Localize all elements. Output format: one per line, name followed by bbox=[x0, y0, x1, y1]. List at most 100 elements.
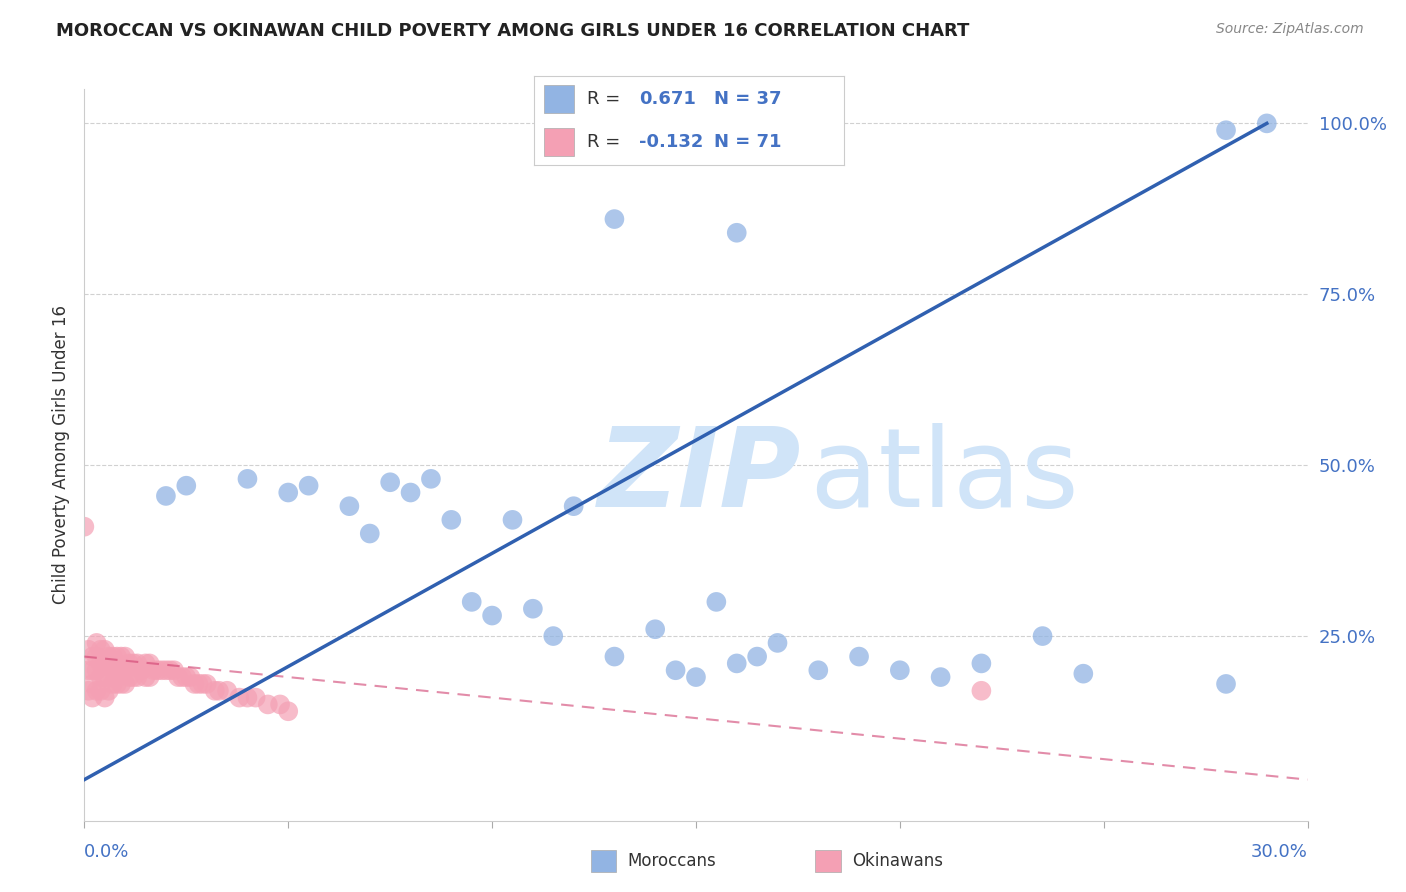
Point bbox=[114, 677, 136, 691]
Point bbox=[970, 657, 993, 671]
Text: ZIP: ZIP bbox=[598, 424, 801, 531]
Point bbox=[93, 670, 115, 684]
Point bbox=[543, 629, 565, 643]
Point bbox=[167, 670, 190, 684]
Text: atlas: atlas bbox=[598, 424, 1078, 531]
Point bbox=[664, 663, 686, 677]
Point bbox=[191, 677, 214, 691]
Point bbox=[163, 663, 186, 677]
Point bbox=[101, 649, 124, 664]
Point bbox=[146, 663, 169, 677]
Point bbox=[245, 690, 267, 705]
Point bbox=[277, 485, 299, 500]
Point bbox=[725, 657, 748, 671]
Point bbox=[217, 683, 239, 698]
Point bbox=[461, 595, 484, 609]
Point bbox=[172, 670, 194, 684]
Point bbox=[73, 519, 96, 533]
Point bbox=[82, 690, 104, 705]
Point bbox=[228, 690, 250, 705]
Point bbox=[208, 683, 231, 698]
Point bbox=[159, 663, 181, 677]
Point bbox=[90, 683, 112, 698]
Point bbox=[704, 595, 728, 609]
Text: R =: R = bbox=[586, 90, 620, 108]
Bar bbox=[544, 128, 575, 156]
Point bbox=[86, 636, 108, 650]
Point bbox=[77, 663, 100, 677]
Point bbox=[86, 663, 108, 677]
Point bbox=[138, 670, 160, 684]
Point bbox=[522, 601, 544, 615]
Point bbox=[118, 670, 141, 684]
Point bbox=[97, 670, 120, 684]
Point bbox=[138, 657, 160, 671]
Point bbox=[86, 649, 108, 664]
Point bbox=[135, 670, 157, 684]
Point bbox=[298, 478, 321, 492]
Point bbox=[481, 608, 503, 623]
Point bbox=[174, 670, 197, 684]
Point bbox=[118, 657, 141, 671]
Point bbox=[725, 226, 748, 240]
Point bbox=[236, 690, 259, 705]
Point bbox=[970, 683, 993, 698]
Point bbox=[131, 663, 153, 677]
Point bbox=[82, 663, 104, 677]
Point bbox=[1215, 123, 1237, 137]
Point bbox=[195, 677, 218, 691]
Text: N = 37: N = 37 bbox=[714, 90, 782, 108]
Point bbox=[399, 485, 422, 500]
Point bbox=[77, 642, 100, 657]
Point bbox=[257, 698, 280, 712]
Point bbox=[155, 663, 177, 677]
Point bbox=[127, 657, 149, 671]
Point bbox=[420, 472, 443, 486]
Point bbox=[1256, 116, 1278, 130]
Y-axis label: Child Poverty Among Girls Under 16: Child Poverty Among Girls Under 16 bbox=[52, 305, 70, 605]
Point bbox=[97, 657, 120, 671]
Point bbox=[97, 649, 120, 664]
Point bbox=[269, 698, 291, 712]
Point bbox=[440, 513, 463, 527]
Point bbox=[122, 657, 145, 671]
Point bbox=[339, 499, 360, 513]
Text: -0.132: -0.132 bbox=[640, 133, 704, 151]
Point bbox=[105, 677, 128, 691]
Point bbox=[236, 472, 259, 486]
Point bbox=[110, 677, 132, 691]
Point bbox=[77, 683, 100, 698]
Point bbox=[603, 649, 626, 664]
Point bbox=[204, 683, 226, 698]
Point bbox=[86, 683, 108, 698]
Point bbox=[127, 670, 149, 684]
Point bbox=[93, 642, 115, 657]
Text: 0.0%: 0.0% bbox=[84, 843, 129, 861]
Point bbox=[277, 704, 299, 718]
Point bbox=[93, 657, 115, 671]
Text: MOROCCAN VS OKINAWAN CHILD POVERTY AMONG GIRLS UNDER 16 CORRELATION CHART: MOROCCAN VS OKINAWAN CHILD POVERTY AMONG… bbox=[56, 22, 970, 40]
Text: R =: R = bbox=[586, 133, 620, 151]
Point bbox=[1032, 629, 1054, 643]
Point bbox=[889, 663, 911, 677]
Point bbox=[150, 663, 173, 677]
Point bbox=[105, 663, 128, 677]
Text: Okinawans: Okinawans bbox=[852, 852, 943, 871]
Point bbox=[747, 649, 769, 664]
Point bbox=[101, 663, 124, 677]
Point bbox=[603, 212, 626, 227]
Text: 30.0%: 30.0% bbox=[1251, 843, 1308, 861]
Point bbox=[1071, 666, 1094, 681]
Point bbox=[105, 649, 128, 664]
Point bbox=[848, 649, 870, 664]
Point bbox=[807, 663, 830, 677]
Point bbox=[90, 657, 112, 671]
Text: Moroccans: Moroccans bbox=[627, 852, 716, 871]
Point bbox=[187, 677, 209, 691]
Point bbox=[110, 663, 132, 677]
Point bbox=[142, 663, 165, 677]
Bar bbox=[544, 85, 575, 113]
Point bbox=[501, 513, 523, 527]
Point bbox=[1215, 677, 1237, 691]
Point bbox=[183, 677, 205, 691]
